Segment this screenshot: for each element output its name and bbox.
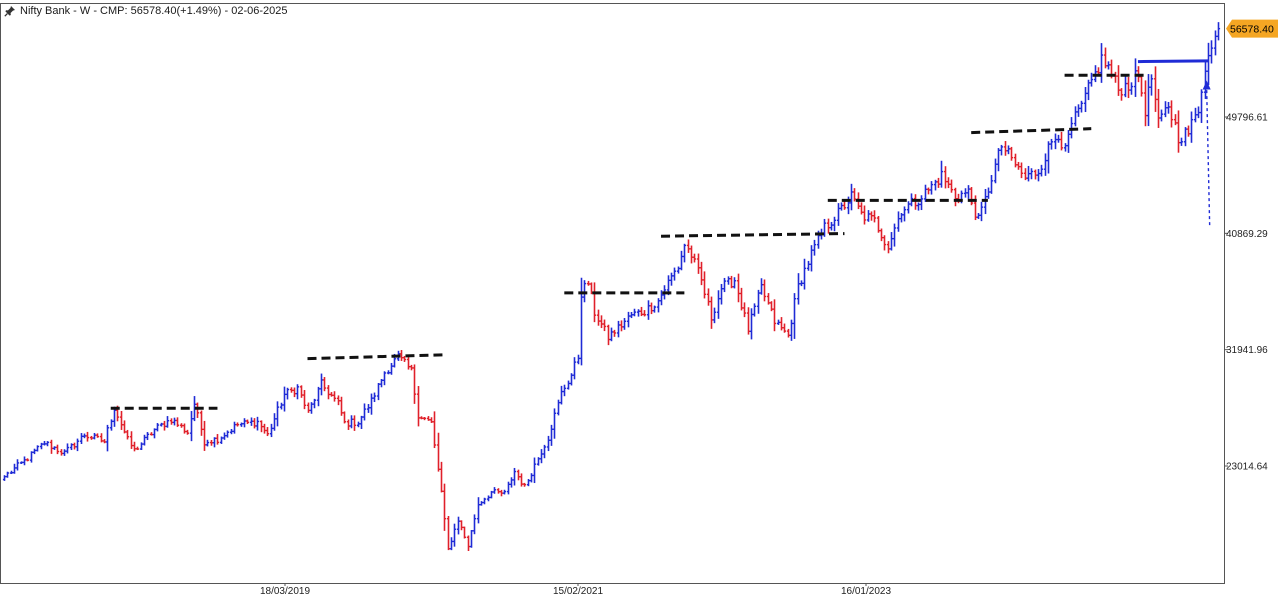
- arrow-shaft: [1205, 88, 1211, 226]
- resistance-line-5: [971, 127, 1092, 135]
- arrow-head: [1202, 80, 1211, 90]
- chart-title: Nifty Bank - W - CMP: 56578.40(+1.49%) -…: [4, 3, 287, 19]
- last-price-tag: [1226, 19, 1278, 38]
- chart-title-text: Nifty Bank - W - CMP: 56578.40(+1.49%) -…: [20, 5, 288, 17]
- y-tick-label-3: 23014.64: [1226, 462, 1268, 473]
- y-tick-label-1: 40869.29: [1226, 229, 1268, 240]
- pin-icon[interactable]: [4, 5, 16, 17]
- x-tick-label-1: 15/02/2021: [553, 586, 603, 597]
- resistance-line-3: [661, 232, 845, 238]
- last-price-label: 56578.40: [1230, 24, 1274, 36]
- y-tick-label-0: 49796.61: [1226, 113, 1268, 124]
- y-tick-label-2: 31941.96: [1226, 345, 1268, 356]
- resistance-line-1: [307, 353, 445, 361]
- breakout-line: [1137, 59, 1209, 64]
- x-tick-label-2: 16/01/2023: [841, 586, 891, 597]
- x-tick-label-0: 18/03/2019: [260, 586, 310, 597]
